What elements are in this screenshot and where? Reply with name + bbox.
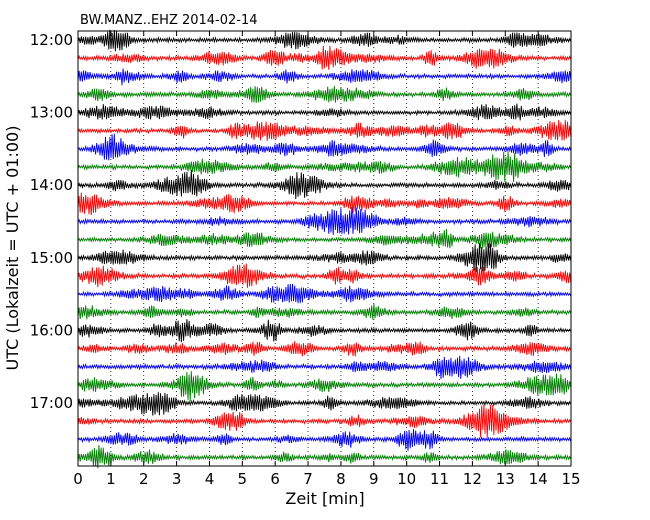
x-tick-label: 5	[238, 470, 248, 488]
x-tick-label: 3	[172, 470, 182, 488]
trace-17:30	[77, 429, 572, 451]
chart-title: BW.MANZ..EHZ 2014-02-14	[80, 13, 258, 28]
x-tick-label: 13	[496, 470, 515, 488]
trace-13:00	[77, 103, 572, 121]
x-tick-label: 10	[397, 470, 416, 488]
trace-13:45	[77, 151, 572, 182]
x-tick-label: 8	[336, 470, 346, 488]
trace-14:15	[77, 192, 572, 216]
x-tick-label: 15	[561, 470, 580, 488]
y-tick-label: 13:00	[30, 104, 73, 122]
trace-16:45	[77, 371, 572, 402]
trace-15:45	[77, 303, 572, 320]
trace-12:15	[77, 45, 572, 70]
x-tick-label: 1	[106, 470, 116, 488]
axis-ticks: 0 1 2 3 4 5 6 7 8 9 10 11 12 13 14 1512:0013:0014:0015:…	[30, 31, 581, 488]
x-tick-label: 4	[205, 470, 215, 488]
trace-15:15	[77, 263, 572, 288]
trace-16:00	[77, 319, 572, 343]
grid-lines	[110, 31, 539, 466]
y-tick-label: 15:00	[30, 249, 73, 267]
trace-12:45	[77, 85, 572, 104]
traces	[77, 29, 572, 469]
plot-frame	[77, 30, 572, 467]
trace-17:45	[77, 444, 572, 469]
x-axis-label: Zeit [min]	[285, 489, 364, 508]
trace-13:15	[77, 119, 572, 141]
x-tick-label: 9	[369, 470, 379, 488]
trace-17:15	[77, 404, 572, 438]
x-tick-label: 6	[270, 470, 280, 488]
y-tick-label: 12:00	[30, 31, 73, 49]
trace-14:30	[77, 206, 572, 235]
trace-16:30	[77, 355, 572, 380]
x-tick-label: 7	[303, 470, 313, 488]
x-tick-label: 12	[463, 470, 482, 488]
trace-14:00	[77, 169, 572, 200]
trace-16:15	[77, 341, 572, 357]
x-tick-label: 2	[139, 470, 149, 488]
trace-17:00	[77, 392, 572, 416]
trace-13:30	[77, 133, 572, 161]
trace-15:30	[77, 283, 572, 304]
y-tick-label: 14:00	[30, 176, 73, 194]
trace-12:30	[77, 68, 572, 86]
x-tick-label: 11	[430, 470, 449, 488]
trace-14:45	[77, 229, 572, 249]
y-tick-label: 16:00	[30, 321, 73, 339]
y-axis-label: UTC (Lokalzeit = UTC + 01:00)	[3, 126, 22, 371]
x-tick-label: 14	[529, 470, 548, 488]
y-tick-label: 17:00	[30, 394, 73, 412]
trace-12:00	[77, 29, 572, 52]
x-tick-label: 0	[73, 470, 83, 488]
trace-15:00	[77, 243, 572, 272]
